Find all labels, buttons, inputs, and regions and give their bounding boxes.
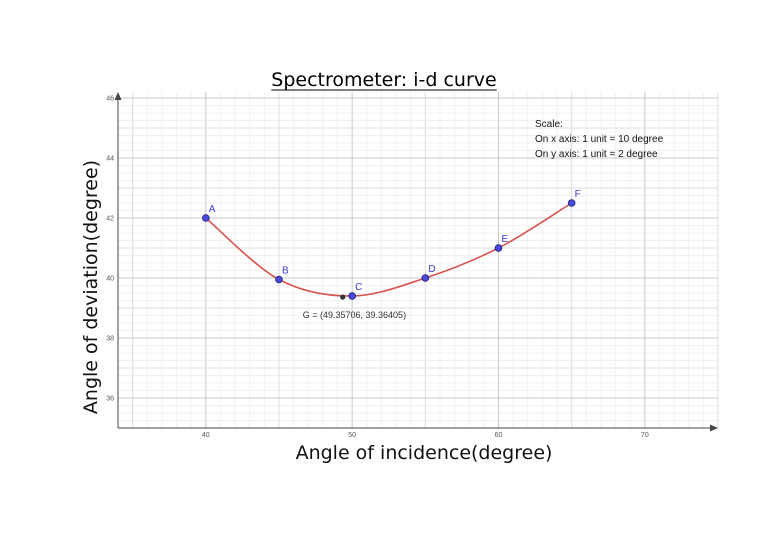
data-point-e [494, 244, 503, 252]
point-label-f: F [575, 189, 581, 200]
data-points: A B C D E F G = (49.35706, 39.36405) [202, 189, 581, 320]
x-tick-label: 70 [641, 432, 649, 439]
point-label-a: A [209, 204, 216, 215]
y-tick-label: 42 [106, 216, 114, 223]
minimum-point-annotation: G = (49.35706, 39.36405) [303, 310, 406, 320]
y-tick-label: 36 [106, 396, 114, 403]
x-axis-title: Angle of incidence(degree) [296, 442, 553, 464]
x-axis-arrow-icon [710, 424, 718, 432]
y-tick-label: 38 [106, 336, 114, 343]
tick-labels: 40 50 60 70 36 38 40 42 44 46 [106, 96, 649, 440]
y-tick-label: 44 [106, 156, 114, 163]
x-tick-label: 40 [202, 432, 210, 439]
y-axis-arrow-icon [114, 92, 122, 100]
y-axis-title: Angle of deviation(degree) [80, 160, 102, 414]
data-point-c [348, 292, 356, 300]
x-tick-label: 60 [495, 432, 503, 439]
point-label-b: B [282, 266, 289, 277]
chart-title: Spectrometer: i-d curve [271, 69, 496, 91]
data-point-d [421, 274, 430, 282]
scale-note-y: On y axis: 1 unit = 2 degree [535, 149, 658, 160]
point-label-e: E [501, 234, 508, 245]
data-point-b [275, 275, 283, 284]
point-label-d: D [428, 264, 435, 275]
data-point-f [567, 199, 576, 207]
deviation-curve [205, 202, 573, 297]
minimum-point [340, 294, 346, 300]
axes [114, 92, 718, 432]
scale-note-heading: Scale: [535, 119, 563, 130]
data-point-a [202, 214, 210, 222]
y-tick-label: 40 [106, 276, 114, 283]
scale-note: Scale: On x axis: 1 unit = 10 degree On … [535, 119, 664, 160]
x-tick-label: 50 [348, 432, 356, 439]
y-tick-label: 46 [106, 96, 114, 103]
major-grid [118, 92, 719, 428]
point-label-c: C [355, 282, 362, 293]
scale-note-x: On x axis: 1 unit = 10 degree [535, 134, 664, 145]
